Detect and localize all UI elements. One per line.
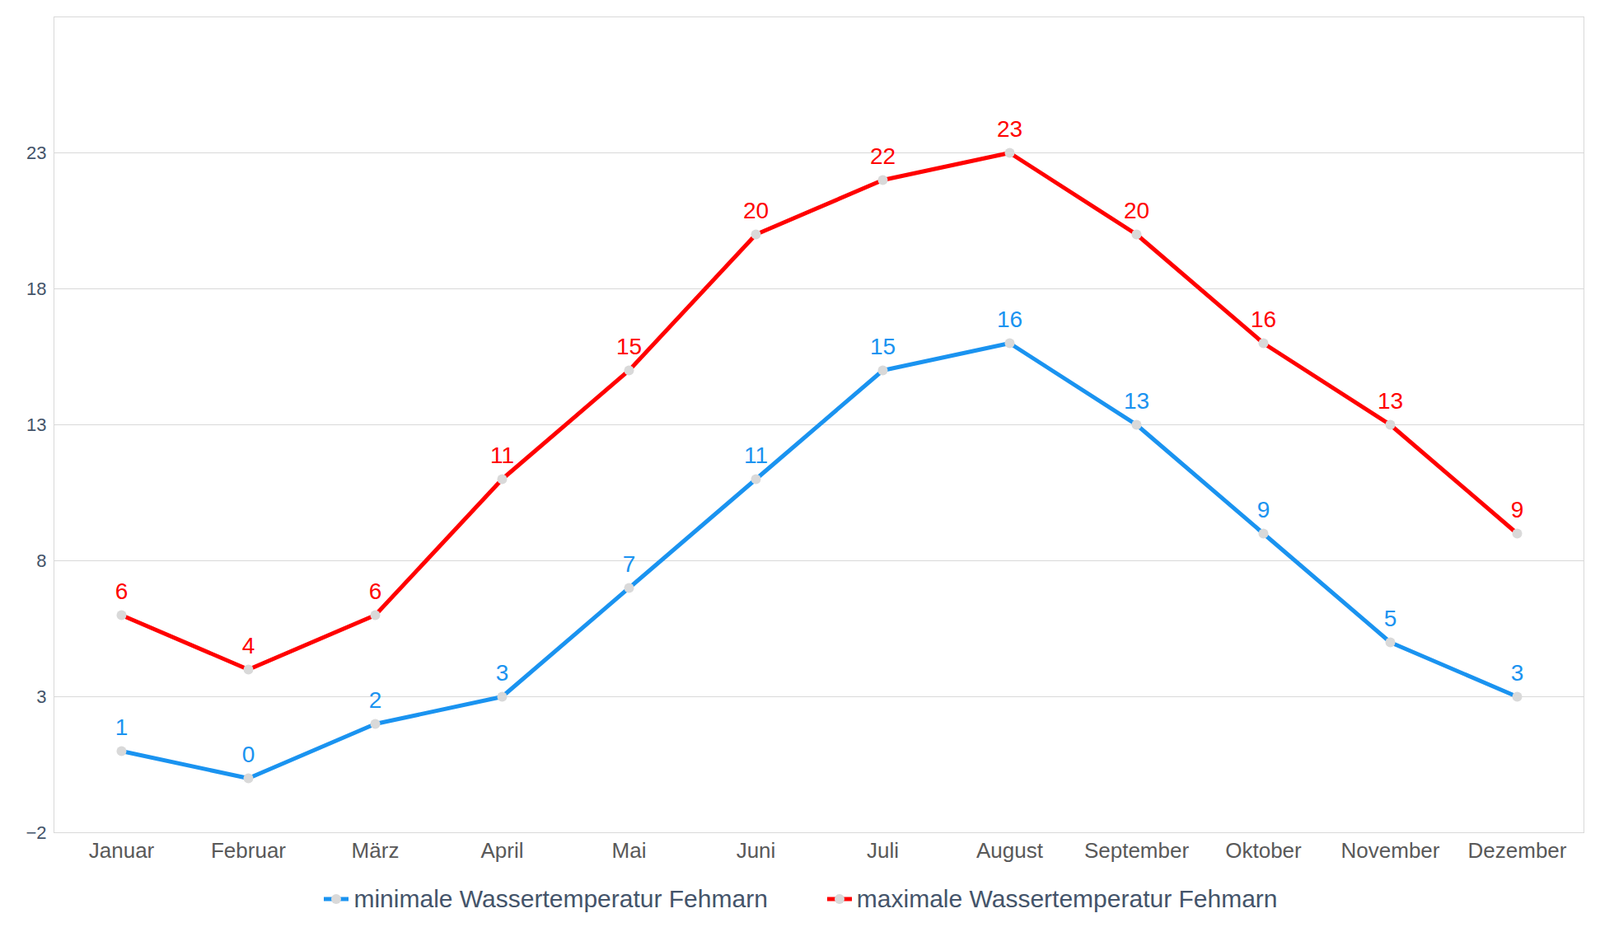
svg-text:8: 8 <box>36 550 47 571</box>
svg-text:Mai: Mai <box>612 837 647 863</box>
svg-text:18: 18 <box>26 278 47 300</box>
svg-text:23: 23 <box>26 142 47 164</box>
svg-text:23: 23 <box>996 116 1023 142</box>
svg-text:3: 3 <box>1511 659 1525 686</box>
svg-text:0: 0 <box>242 741 256 768</box>
svg-text:Juni: Juni <box>736 837 777 863</box>
svg-text:April: April <box>480 837 524 863</box>
svg-text:März: März <box>351 837 400 863</box>
svg-text:13: 13 <box>1123 388 1150 414</box>
svg-text:6: 6 <box>369 578 383 604</box>
html-text:minimale Wassertemperatur Fehm: minimale Wassertemperatur Fehmarn <box>353 884 768 913</box>
svg-text:August: August <box>976 837 1044 863</box>
svg-text:11: 11 <box>743 442 768 468</box>
svg-text:September: September <box>1084 837 1190 863</box>
html-text:maximale Wassertemperatur Fehm: maximale Wassertemperatur Fehmarn <box>856 884 1278 913</box>
svg-text:5: 5 <box>1384 605 1398 632</box>
svg-text:22: 22 <box>870 143 896 169</box>
svg-text:4: 4 <box>242 632 256 659</box>
svg-text:20: 20 <box>1123 197 1150 224</box>
svg-text:9: 9 <box>1511 496 1525 523</box>
svg-text:2: 2 <box>369 687 383 713</box>
svg-text:November: November <box>1341 837 1441 863</box>
svg-text:6: 6 <box>115 578 129 604</box>
svg-text:Dezember: Dezember <box>1468 837 1568 863</box>
svg-text:16: 16 <box>996 306 1023 333</box>
svg-text:15: 15 <box>616 333 642 360</box>
svg-text:3: 3 <box>36 686 47 707</box>
svg-text:Juli: Juli <box>866 837 899 863</box>
svg-text:Januar: Januar <box>88 837 155 863</box>
svg-text:15: 15 <box>870 333 896 360</box>
svg-text:20: 20 <box>743 197 769 224</box>
svg-text:Februar: Februar <box>210 837 286 863</box>
svg-text:9: 9 <box>1257 496 1271 523</box>
svg-text:13: 13 <box>26 414 47 436</box>
svg-text:3: 3 <box>495 659 510 686</box>
svg-text:−2: −2 <box>25 822 47 843</box>
svg-text:16: 16 <box>1250 306 1277 333</box>
svg-text:7: 7 <box>622 551 637 577</box>
svg-text:11: 11 <box>490 442 515 468</box>
svg-text:1: 1 <box>115 714 129 740</box>
svg-text:Oktober: Oktober <box>1225 837 1302 863</box>
svg-text:13: 13 <box>1377 388 1404 414</box>
